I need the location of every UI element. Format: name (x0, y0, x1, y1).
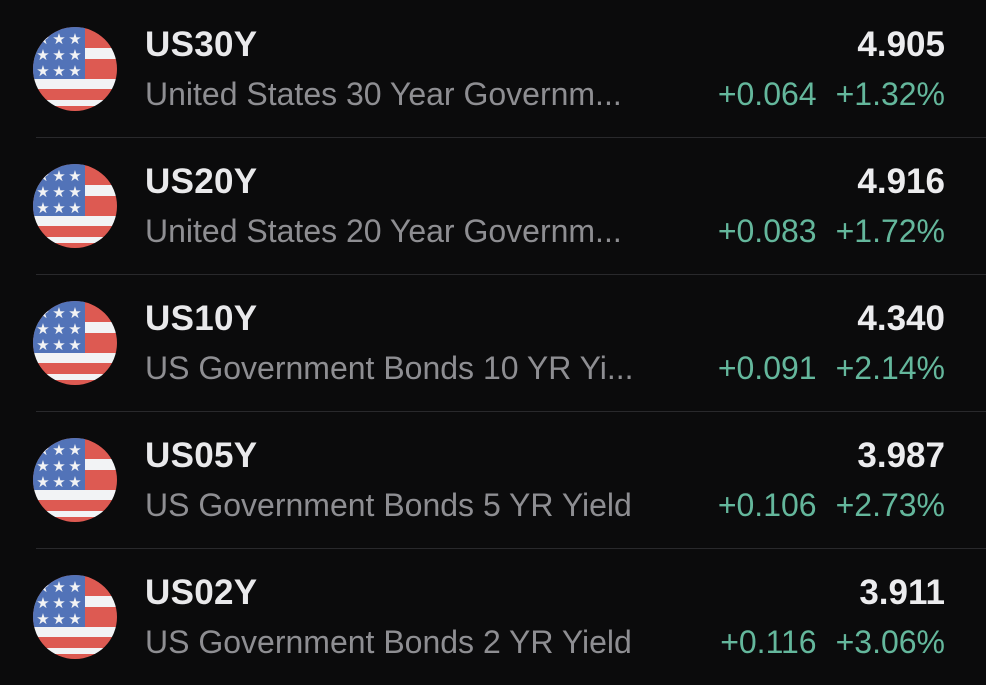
svg-text:★: ★ (52, 167, 65, 185)
svg-text:★: ★ (52, 457, 65, 475)
price-value: 4.905 (857, 24, 945, 64)
svg-text:★: ★ (68, 304, 81, 322)
us-flag-icon: ★ ★ ★ ★ ★ ★ ★ ★ ★ (33, 26, 117, 111)
svg-text:★: ★ (52, 336, 65, 354)
svg-text:★: ★ (52, 594, 65, 612)
svg-text:★: ★ (52, 304, 65, 322)
us-flag-icon: ★ ★ ★ ★ ★ ★ ★ ★ ★ (33, 574, 117, 659)
description-label: United States 30 Year Governm... (145, 75, 622, 112)
change-block: +0.106 +2.73% (718, 487, 945, 524)
symbol-label: US05Y (145, 435, 258, 475)
svg-text:★: ★ (52, 46, 65, 64)
svg-text:★: ★ (36, 473, 49, 491)
svg-text:★: ★ (68, 167, 81, 185)
price-value: 4.916 (857, 161, 945, 201)
row-divider (36, 411, 986, 412)
svg-text:★: ★ (36, 320, 49, 338)
row-content: US20Y 4.916 United States 20 Year Govern… (145, 162, 945, 250)
svg-text:★: ★ (68, 30, 81, 48)
svg-text:★: ★ (36, 336, 49, 354)
change-block: +0.116 +3.06% (720, 624, 945, 661)
watchlist-row[interactable]: ★ ★ ★ ★ ★ ★ ★ ★ ★ US02Y 3.911 US Government Bo… (0, 548, 986, 685)
description-label: US Government Bonds 5 YR Yield (145, 486, 632, 523)
svg-text:★: ★ (52, 473, 65, 491)
svg-text:★: ★ (36, 183, 49, 201)
change-value: +0.083 (717, 212, 817, 249)
svg-text:★: ★ (68, 62, 81, 80)
us-flag-icon: ★ ★ ★ ★ ★ ★ ★ ★ ★ (33, 163, 117, 248)
svg-text:★: ★ (68, 336, 81, 354)
watchlist-row[interactable]: ★ ★ ★ ★ ★ ★ ★ ★ ★ US05Y 3.987 US Government Bo… (0, 411, 986, 548)
us-flag-icon: ★ ★ ★ ★ ★ ★ ★ ★ ★ (33, 437, 117, 522)
description-label: US Government Bonds 2 YR Yield (145, 623, 632, 660)
row-divider (36, 548, 986, 549)
svg-text:★: ★ (52, 199, 65, 217)
change-block: +0.091 +2.14% (718, 350, 945, 387)
change-block: +0.083 +1.72% (718, 213, 945, 250)
row-content: US05Y 3.987 US Government Bonds 5 YR Yie… (145, 436, 945, 524)
svg-text:★: ★ (36, 610, 49, 628)
watchlist-row[interactable]: ★ ★ ★ ★ ★ ★ ★ ★ ★ US10Y 4.340 US Government Bo… (0, 274, 986, 411)
watchlist-row[interactable]: ★ ★ ★ ★ ★ ★ ★ ★ ★ US20Y 4.916 United States 20… (0, 137, 986, 274)
svg-text:★: ★ (68, 457, 81, 475)
svg-text:★: ★ (68, 594, 81, 612)
svg-text:★: ★ (52, 441, 65, 459)
symbol-label: US10Y (145, 298, 258, 338)
svg-text:★: ★ (52, 320, 65, 338)
symbol-label: US02Y (145, 572, 258, 612)
row-divider (36, 137, 986, 138)
svg-text:★: ★ (68, 183, 81, 201)
svg-text:★: ★ (68, 441, 81, 459)
svg-text:★: ★ (52, 30, 65, 48)
svg-text:★: ★ (68, 473, 81, 491)
svg-text:★: ★ (52, 183, 65, 201)
change-percent: +2.73% (835, 486, 945, 523)
description-label: US Government Bonds 10 YR Yi... (145, 349, 634, 386)
row-content: US30Y 4.905 United States 30 Year Govern… (145, 25, 945, 113)
svg-text:★: ★ (36, 594, 49, 612)
watchlist-row[interactable]: ★ ★ ★ ★ ★ ★ ★ ★ ★ US30Y 4.905 United States 30… (0, 0, 986, 137)
row-content: US02Y 3.911 US Government Bonds 2 YR Yie… (145, 573, 945, 661)
svg-text:★: ★ (36, 457, 49, 475)
svg-text:★: ★ (68, 320, 81, 338)
change-percent: +3.06% (835, 623, 945, 660)
svg-text:★: ★ (52, 578, 65, 596)
svg-text:★: ★ (68, 199, 81, 217)
svg-text:★: ★ (36, 62, 49, 80)
svg-text:★: ★ (36, 46, 49, 64)
change-percent: +1.72% (835, 212, 945, 249)
change-value: +0.106 (717, 486, 817, 523)
svg-text:★: ★ (68, 46, 81, 64)
row-content: US10Y 4.340 US Government Bonds 10 YR Yi… (145, 299, 945, 387)
price-value: 4.340 (857, 298, 945, 338)
price-value: 3.987 (857, 435, 945, 475)
svg-text:★: ★ (52, 62, 65, 80)
change-value: +0.091 (717, 349, 817, 386)
svg-text:★: ★ (36, 199, 49, 217)
svg-text:★: ★ (68, 610, 81, 628)
symbol-label: US30Y (145, 24, 258, 64)
change-value: +0.064 (717, 75, 817, 112)
symbol-label: US20Y (145, 161, 258, 201)
us-flag-icon: ★ ★ ★ ★ ★ ★ ★ ★ ★ (33, 300, 117, 385)
price-value: 3.911 (859, 572, 945, 612)
change-percent: +2.14% (835, 349, 945, 386)
change-percent: +1.32% (835, 75, 945, 112)
svg-text:★: ★ (68, 578, 81, 596)
svg-text:★: ★ (52, 610, 65, 628)
change-block: +0.064 +1.32% (718, 76, 945, 113)
row-divider (36, 274, 986, 275)
change-value: +0.116 (720, 623, 817, 660)
description-label: United States 20 Year Governm... (145, 212, 622, 249)
